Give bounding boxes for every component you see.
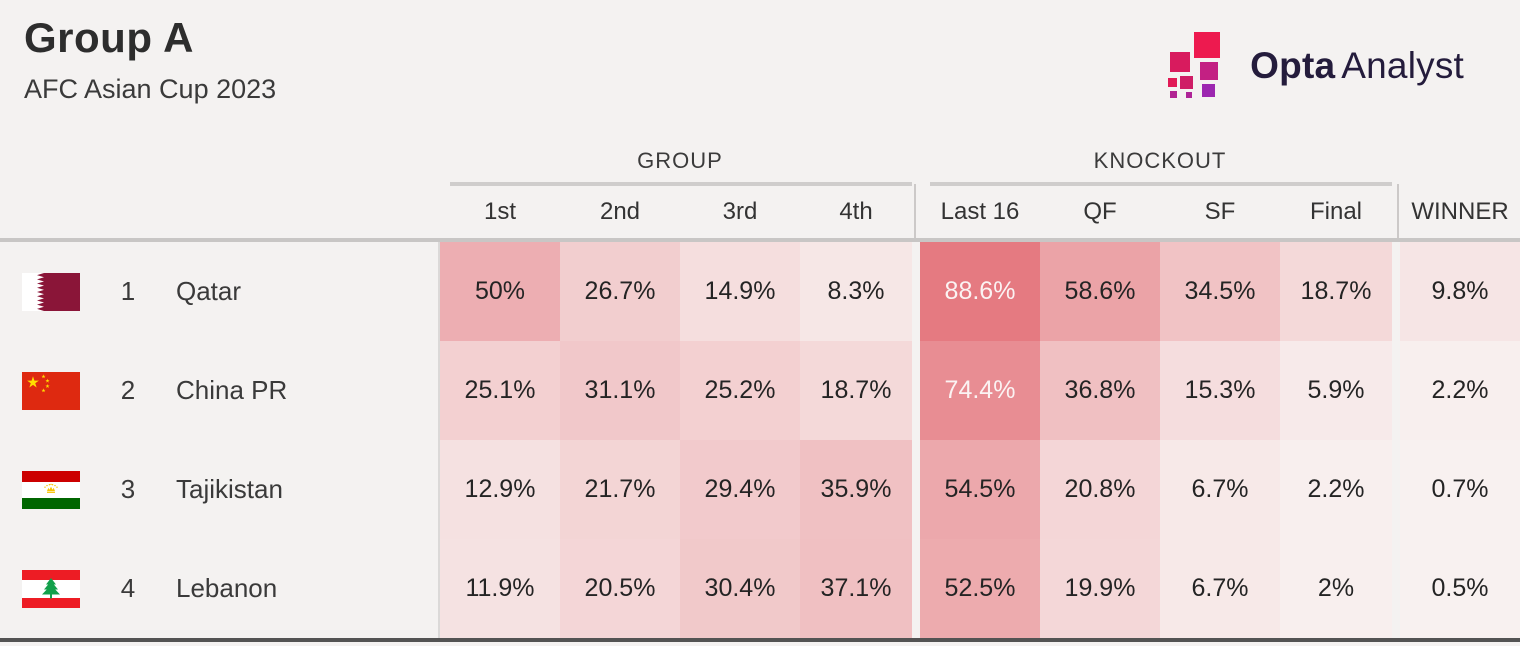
group-underline: [450, 182, 912, 186]
column-header-last-16: Last 16: [940, 198, 1020, 225]
team-name: Qatar: [176, 276, 242, 306]
probability-cell: 25.2%: [680, 341, 800, 440]
probability-cell: 25.1%: [440, 341, 560, 440]
probability-cell: 6.7%: [1160, 440, 1280, 539]
probability-cell: 8.3%: [800, 242, 912, 341]
team-cell: 2 China PR: [0, 341, 440, 440]
header-divider: [1397, 184, 1399, 238]
column-header-1st: 1st: [483, 198, 516, 225]
team-name: Tajikistan: [176, 474, 283, 504]
column-group-label-group: GROUP: [637, 148, 723, 173]
opta-analyst-logo: Opta Analyst: [1168, 32, 1464, 100]
knockout-underline: [930, 182, 1392, 186]
column-header-qf: QF: [1083, 198, 1117, 225]
probability-cell: 36.8%: [1040, 341, 1160, 440]
column-header-final: Final: [1309, 198, 1363, 225]
lebanon-flag-icon: [22, 569, 80, 608]
probability-cell: 0.5%: [1400, 539, 1520, 638]
probability-cell: 35.9%: [800, 440, 912, 539]
probability-cell: 2.2%: [1280, 440, 1392, 539]
probability-cell: 11.9%: [440, 539, 560, 638]
page-title: Group A: [24, 14, 194, 61]
probability-cell: 6.7%: [1160, 539, 1280, 638]
logo-text: Opta Analyst: [1250, 45, 1464, 87]
column-header-2nd: 2nd: [599, 198, 641, 225]
probability-cell: 88.6%: [920, 242, 1040, 341]
probability-cell: 74.4%: [920, 341, 1040, 440]
probability-cell: 52.5%: [920, 539, 1040, 638]
column-header-4th: 4th: [839, 198, 873, 225]
team-name: Lebanon: [176, 573, 278, 603]
team-rank: 1: [120, 276, 136, 306]
team-cell: 4 Lebanon: [0, 539, 440, 638]
probability-cell: 18.7%: [1280, 242, 1392, 341]
probability-cell: 34.5%: [1160, 242, 1280, 341]
probability-cell: 20.8%: [1040, 440, 1160, 539]
column-header-3rd: 3rd: [722, 198, 758, 225]
logo-text-regular: Analyst: [1341, 45, 1464, 86]
team-cell: 3 Tajikistan: [0, 440, 440, 539]
team-row: 2 China PR 25.1% 31.1% 25.2% 18.7% 74.4% 36.8…: [0, 341, 1520, 440]
probability-cell: 58.6%: [1040, 242, 1160, 341]
probability-cell: 15.3%: [1160, 341, 1280, 440]
probability-cell: 20.5%: [560, 539, 680, 638]
probability-cell: 19.9%: [1040, 539, 1160, 638]
probability-cell: 18.7%: [800, 341, 912, 440]
team-name: China PR: [176, 375, 288, 405]
column-group-label-knockout: KNOCKOUT: [1093, 148, 1227, 173]
probability-cell: 5.9%: [1280, 341, 1392, 440]
column-header-row: 1st 2nd 3rd 4th Last 16 QF SF Final WINNER: [0, 186, 1520, 238]
probability-cell: 2.2%: [1400, 341, 1520, 440]
probability-cell: 12.9%: [440, 440, 560, 539]
column-header-sf: SF: [1204, 198, 1236, 225]
probability-cell: 50%: [440, 242, 560, 341]
team-rank: 3: [120, 474, 136, 504]
probability-cell: 14.9%: [680, 242, 800, 341]
team-rank: 2: [120, 375, 136, 405]
qatar-flag-icon: [22, 272, 80, 311]
table-body: 1 Qatar 50% 26.7% 14.9% 8.3% 88.6% 58.6% 34.5%…: [0, 238, 1520, 642]
team-cell: 1 Qatar: [0, 242, 440, 341]
column-group-underlines: [0, 182, 1520, 186]
probability-cell: 26.7%: [560, 242, 680, 341]
header-divider: [914, 184, 916, 238]
column-header-winner: WINNER: [1411, 198, 1509, 225]
table-header: GROUP KNOCKOUT 1st 2nd 3rd 4th Last 16 QF SF Fi…: [0, 140, 1520, 238]
column-group-row: GROUP KNOCKOUT: [0, 140, 1520, 182]
team-row: 4 Lebanon 11.9% 20.5% 30.4% 37.1% 52.5% 19.9%…: [0, 539, 1520, 638]
china-flag-icon: [22, 371, 80, 410]
header: Group A AFC Asian Cup 2023: [24, 14, 276, 105]
probability-cell: 30.4%: [680, 539, 800, 638]
probability-cell: 2%: [1280, 539, 1392, 638]
team-rank: 4: [120, 573, 136, 603]
opta-stairs-icon: [1168, 32, 1234, 100]
page-subtitle: AFC Asian Cup 2023: [24, 74, 277, 104]
logo-text-bold: Opta: [1250, 45, 1336, 86]
probability-cell: 0.7%: [1400, 440, 1520, 539]
team-row: 1 Qatar 50% 26.7% 14.9% 8.3% 88.6% 58.6% 34.5%…: [0, 242, 1520, 341]
probability-cell: 54.5%: [920, 440, 1040, 539]
probability-cell: 31.1%: [560, 341, 680, 440]
probability-cell: 21.7%: [560, 440, 680, 539]
tajikistan-flag-icon: [22, 470, 80, 509]
probability-cell: 37.1%: [800, 539, 912, 638]
team-row: 3 Tajikistan 12.9% 21.7% 29.4% 35.9% 54.5% 20…: [0, 440, 1520, 539]
probability-cell: 29.4%: [680, 440, 800, 539]
probability-cell: 9.8%: [1400, 242, 1520, 341]
